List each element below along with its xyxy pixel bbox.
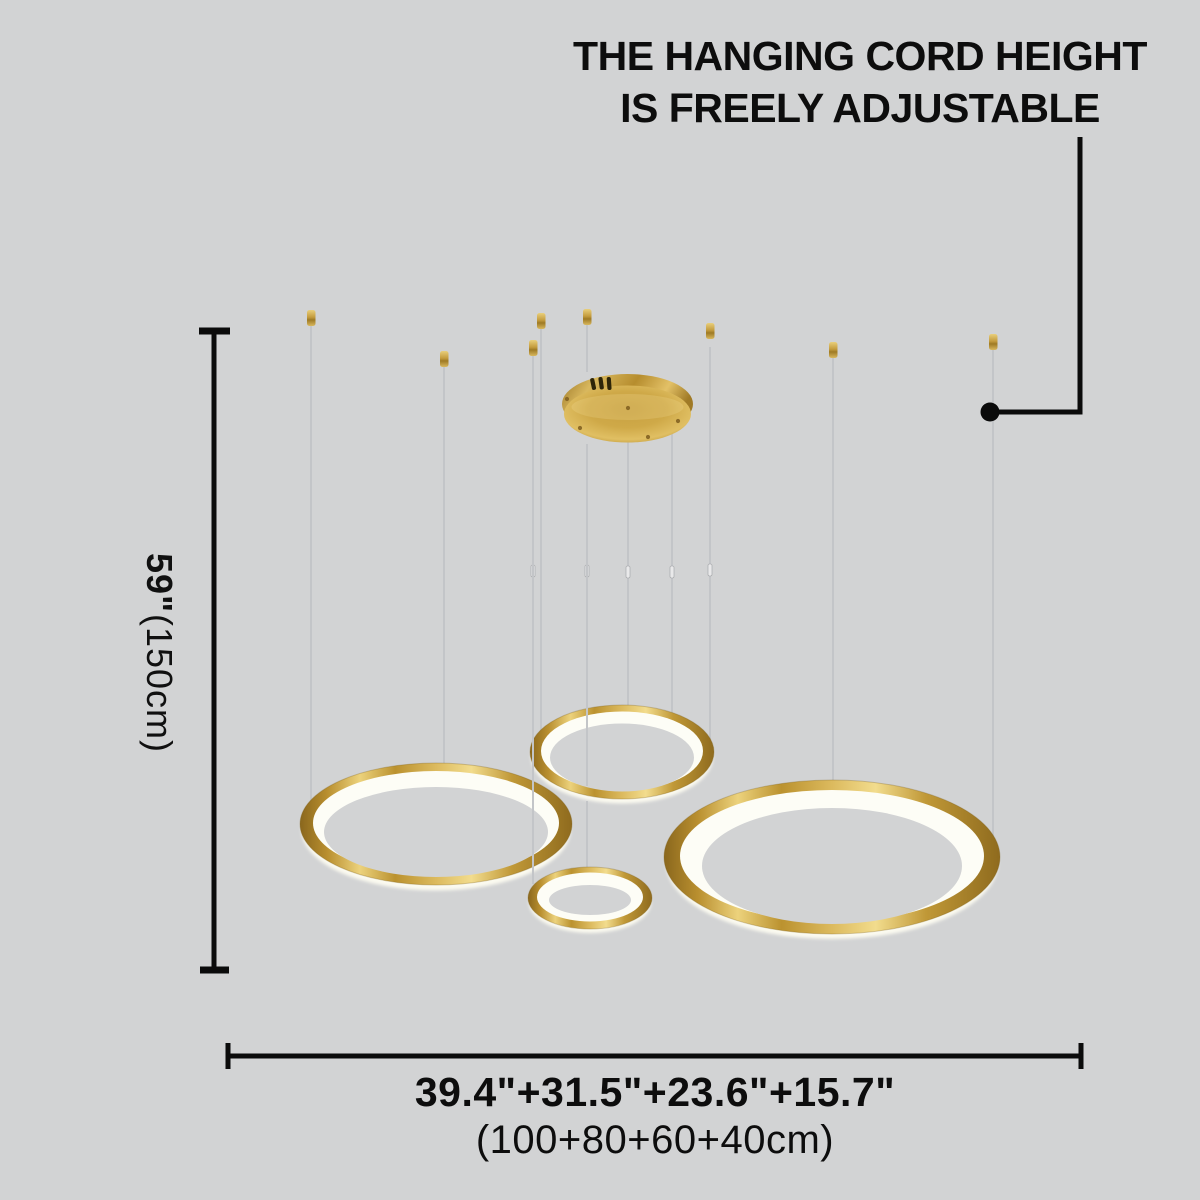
callout-title-line1: THE HANGING CORD HEIGHT: [573, 33, 1147, 79]
cord-joiner-icon: [625, 565, 631, 579]
height-imperial-value: 59": [139, 553, 180, 614]
ring-60cm: [529, 704, 715, 804]
width-metric-value: (100+80+60+40cm): [475, 1118, 835, 1162]
cord-joiner-icon: [669, 565, 675, 579]
cord-joiners: [530, 563, 713, 579]
cord-anchor-icon: [989, 334, 998, 350]
width-dimension-label: 39.4"+31.5"+23.6"+15.7" (100+80+60+40cm): [230, 1068, 1080, 1164]
height-metric-value: (150cm): [139, 613, 180, 753]
canopy-screws: [564, 396, 681, 440]
width-imperial-value: 39.4"+31.5"+23.6"+15.7": [414, 1069, 896, 1115]
height-dimension-line: [199, 327, 230, 974]
pointer-dot-icon: [980, 402, 1000, 422]
cord-anchor-icon: [583, 309, 592, 325]
inner-cords: [532, 356, 588, 884]
cord-anchor-icon: [307, 310, 316, 326]
cord-anchor-icon: [829, 342, 838, 358]
ring-80cm: [299, 762, 573, 891]
callout-pointer: [980, 137, 1083, 422]
height-dimension-label: 59" (150cm): [122, 334, 196, 972]
ring-40cm: [527, 866, 653, 933]
callout-title-line2: IS FREELY ADJUSTABLE: [620, 85, 1100, 131]
canopy-vent-slots-icon: [590, 376, 612, 390]
ring-100cm: [663, 779, 1001, 939]
callout-title: THE HANGING CORD HEIGHT IS FREELY ADJUST…: [520, 30, 1200, 134]
cord-anchor-icon: [706, 323, 715, 339]
cord-anchor-icon: [537, 313, 546, 329]
ceiling-canopy: [562, 374, 693, 443]
width-dimension-line: [225, 1043, 1084, 1069]
cord-anchor-icon: [440, 351, 449, 367]
cord-anchor-icon: [529, 340, 538, 356]
cord-joiner-icon: [707, 563, 713, 577]
cord-anchor-fittings: [307, 309, 998, 367]
